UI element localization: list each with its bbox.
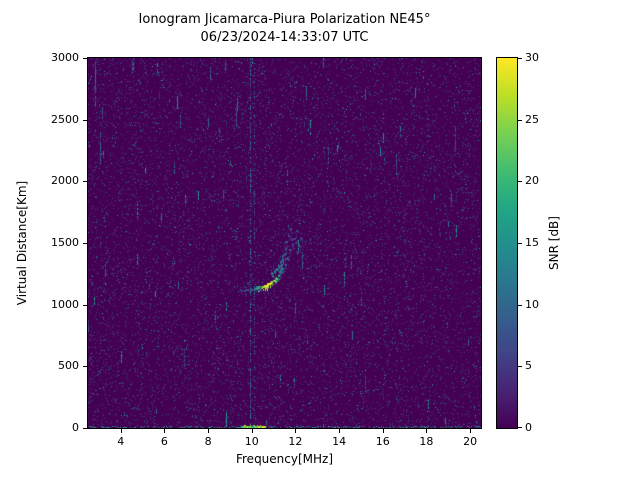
y-tick bbox=[83, 428, 87, 429]
colorbar-label: SNR [dB] bbox=[547, 216, 561, 270]
colorbar-tick-label: 30 bbox=[525, 51, 539, 64]
colorbar-tick-label: 10 bbox=[525, 297, 539, 311]
y-tick-label: 0 bbox=[72, 421, 79, 434]
chart-title: Ionogram Jicamarca-Piura Polarization NE… bbox=[138, 12, 431, 27]
colorbar-tick bbox=[518, 120, 522, 121]
y-tick bbox=[83, 120, 87, 121]
colorbar-tick bbox=[518, 305, 522, 306]
x-tick bbox=[426, 429, 427, 433]
x-tick bbox=[295, 429, 296, 433]
y-tick bbox=[83, 305, 87, 306]
x-tick-label: 20 bbox=[463, 435, 478, 448]
x-tick bbox=[252, 429, 253, 433]
x-tick-label: 6 bbox=[160, 435, 168, 448]
y-tick-label: 2500 bbox=[51, 112, 79, 126]
x-tick bbox=[164, 429, 165, 433]
colorbar-tick bbox=[518, 243, 522, 244]
x-tick bbox=[121, 429, 122, 433]
x-tick-label: 18 bbox=[419, 435, 434, 448]
colorbar-tick-label: 0 bbox=[525, 421, 532, 434]
x-tick-label: 10 bbox=[244, 435, 259, 448]
colorbar-tick bbox=[518, 181, 522, 182]
colorbar-tick-label: 15 bbox=[525, 236, 539, 249]
ionogram-heatmap bbox=[87, 57, 482, 429]
y-tick bbox=[83, 366, 87, 367]
x-tick bbox=[383, 429, 384, 433]
y-tick-label: 2000 bbox=[51, 174, 79, 188]
colorbar bbox=[496, 57, 518, 429]
chart-subtitle: 06/23/2024-14:33:07 UTC bbox=[200, 30, 369, 45]
x-tick bbox=[470, 429, 471, 433]
y-tick bbox=[83, 243, 87, 244]
x-axis-label: Frequency[MHz] bbox=[235, 452, 334, 466]
colorbar-tick-label: 25 bbox=[525, 112, 539, 126]
y-tick bbox=[83, 181, 87, 182]
x-tick bbox=[208, 429, 209, 433]
colorbar-tick bbox=[518, 58, 522, 59]
x-tick-label: 14 bbox=[332, 435, 347, 448]
y-tick-label: 3000 bbox=[51, 51, 79, 64]
x-tick bbox=[339, 429, 340, 433]
colorbar-tick-label: 5 bbox=[525, 359, 532, 373]
x-tick-label: 12 bbox=[288, 435, 303, 448]
y-axis-label: Virtual Distance[Km] bbox=[15, 180, 29, 306]
x-tick-label: 8 bbox=[204, 435, 212, 448]
colorbar-tick bbox=[518, 427, 522, 428]
x-tick-label: 16 bbox=[375, 435, 390, 448]
x-tick-label: 4 bbox=[117, 435, 125, 448]
y-tick-label: 1000 bbox=[51, 297, 79, 311]
colorbar-tick-label: 20 bbox=[525, 174, 539, 188]
colorbar-tick bbox=[518, 366, 522, 367]
y-tick-label: 500 bbox=[58, 359, 79, 373]
y-tick bbox=[83, 58, 87, 59]
y-tick-label: 1500 bbox=[51, 236, 79, 249]
